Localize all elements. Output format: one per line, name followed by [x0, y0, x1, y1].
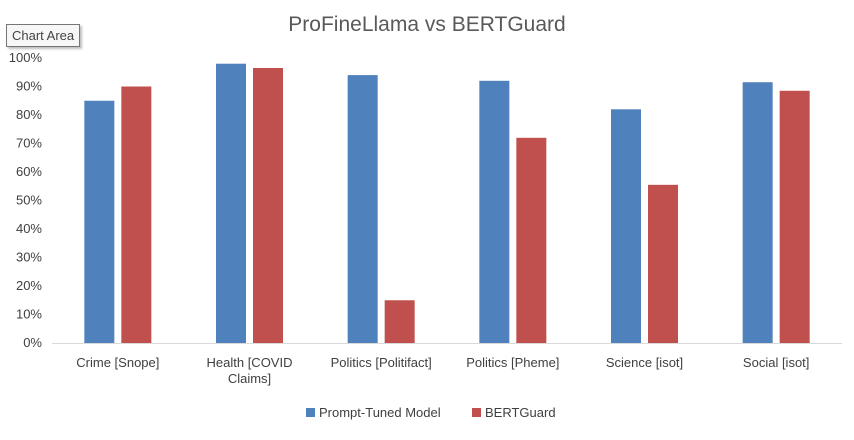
legend-swatch: [306, 408, 315, 417]
bar-bertguard[interactable]: [648, 184, 678, 343]
x-tick-label: Science [isot]: [606, 355, 683, 370]
y-tick-label: 100%: [9, 50, 43, 65]
bars: [84, 63, 810, 344]
y-tick-label: 90%: [16, 79, 42, 94]
bar-bertguard[interactable]: [516, 137, 547, 343]
y-tick-label: 10%: [16, 307, 42, 322]
y-tick-label: 40%: [16, 221, 42, 236]
bar-bertguard[interactable]: [384, 300, 415, 343]
bar-bertguard[interactable]: [121, 86, 152, 344]
legend-label: BERTGuard: [485, 405, 556, 420]
x-tick-label: Claims]: [228, 371, 271, 386]
x-tick-label: Crime [Snope]: [76, 355, 159, 370]
y-tick-label: 20%: [16, 278, 42, 293]
y-tick-label: 30%: [16, 250, 42, 265]
bar-bertguard[interactable]: [253, 67, 283, 343]
x-tick-label: Social [isot]: [743, 355, 809, 370]
chart-area-tooltip: Chart Area: [6, 24, 81, 47]
y-tick-label: 50%: [16, 193, 42, 208]
bar-prompt-tuned[interactable]: [742, 82, 773, 343]
chart-title: ProFineLlama vs BERTGuard: [288, 13, 565, 36]
bar-prompt-tuned[interactable]: [479, 80, 510, 344]
legend-swatch: [472, 408, 481, 417]
y-tick-label: 70%: [16, 136, 42, 151]
legend: Prompt-Tuned Model BERTGuard: [306, 405, 556, 420]
bar-prompt-tuned[interactable]: [216, 63, 246, 343]
y-tick-label: 80%: [16, 107, 42, 122]
bar-bertguard[interactable]: [779, 90, 810, 344]
x-tick-label: Politics [Pheme]: [466, 355, 559, 370]
y-tick-label: 60%: [16, 164, 42, 179]
bar-prompt-tuned[interactable]: [347, 75, 378, 343]
legend-label: Prompt-Tuned Model: [319, 405, 441, 420]
y-tick-label: 0%: [23, 335, 42, 350]
x-tick-label: Politics [Politifact]: [331, 355, 432, 370]
y-axis-labels: 0% 10% 20% 30% 40% 50% 60% 70% 80% 90% 100%: [9, 50, 43, 350]
bar-prompt-tuned[interactable]: [84, 100, 115, 343]
x-tick-label: Health [COVID: [207, 355, 293, 370]
bar-prompt-tuned[interactable]: [611, 109, 641, 343]
